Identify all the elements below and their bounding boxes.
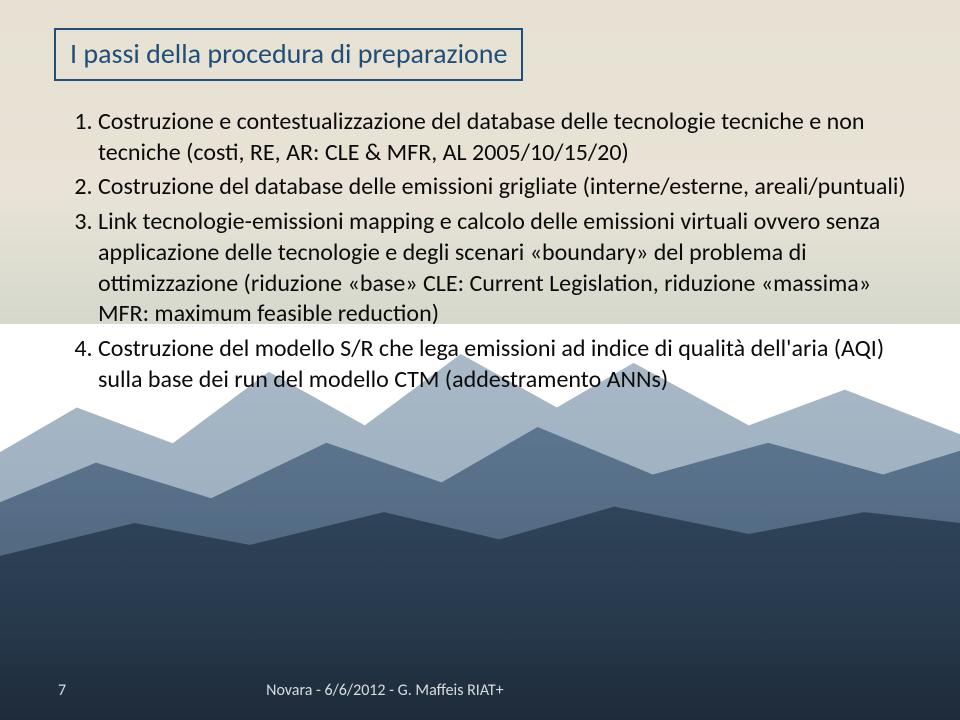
- procedure-step: Link tecnologie-emissioni mapping e calc…: [98, 207, 906, 330]
- procedure-step: Costruzione del database delle emissioni…: [98, 172, 906, 203]
- procedure-step: Costruzione e contestualizzazione del da…: [98, 107, 906, 168]
- title-box: I passi della procedura di preparazione: [54, 28, 523, 81]
- slide-content: I passi della procedura di preparazione …: [0, 0, 960, 395]
- footer-text: Novara - 6/6/2012 - G. Maffeis RIAT+: [266, 681, 503, 700]
- procedure-list: Costruzione e contestualizzazione del da…: [54, 107, 906, 395]
- slide-title: I passi della procedura di preparazione: [70, 36, 507, 71]
- footer: 7 Novara - 6/6/2012 - G. Maffeis RIAT+: [0, 681, 960, 700]
- page-number: 7: [58, 681, 66, 700]
- procedure-step: Costruzione del modello S/R che lega emi…: [98, 334, 906, 395]
